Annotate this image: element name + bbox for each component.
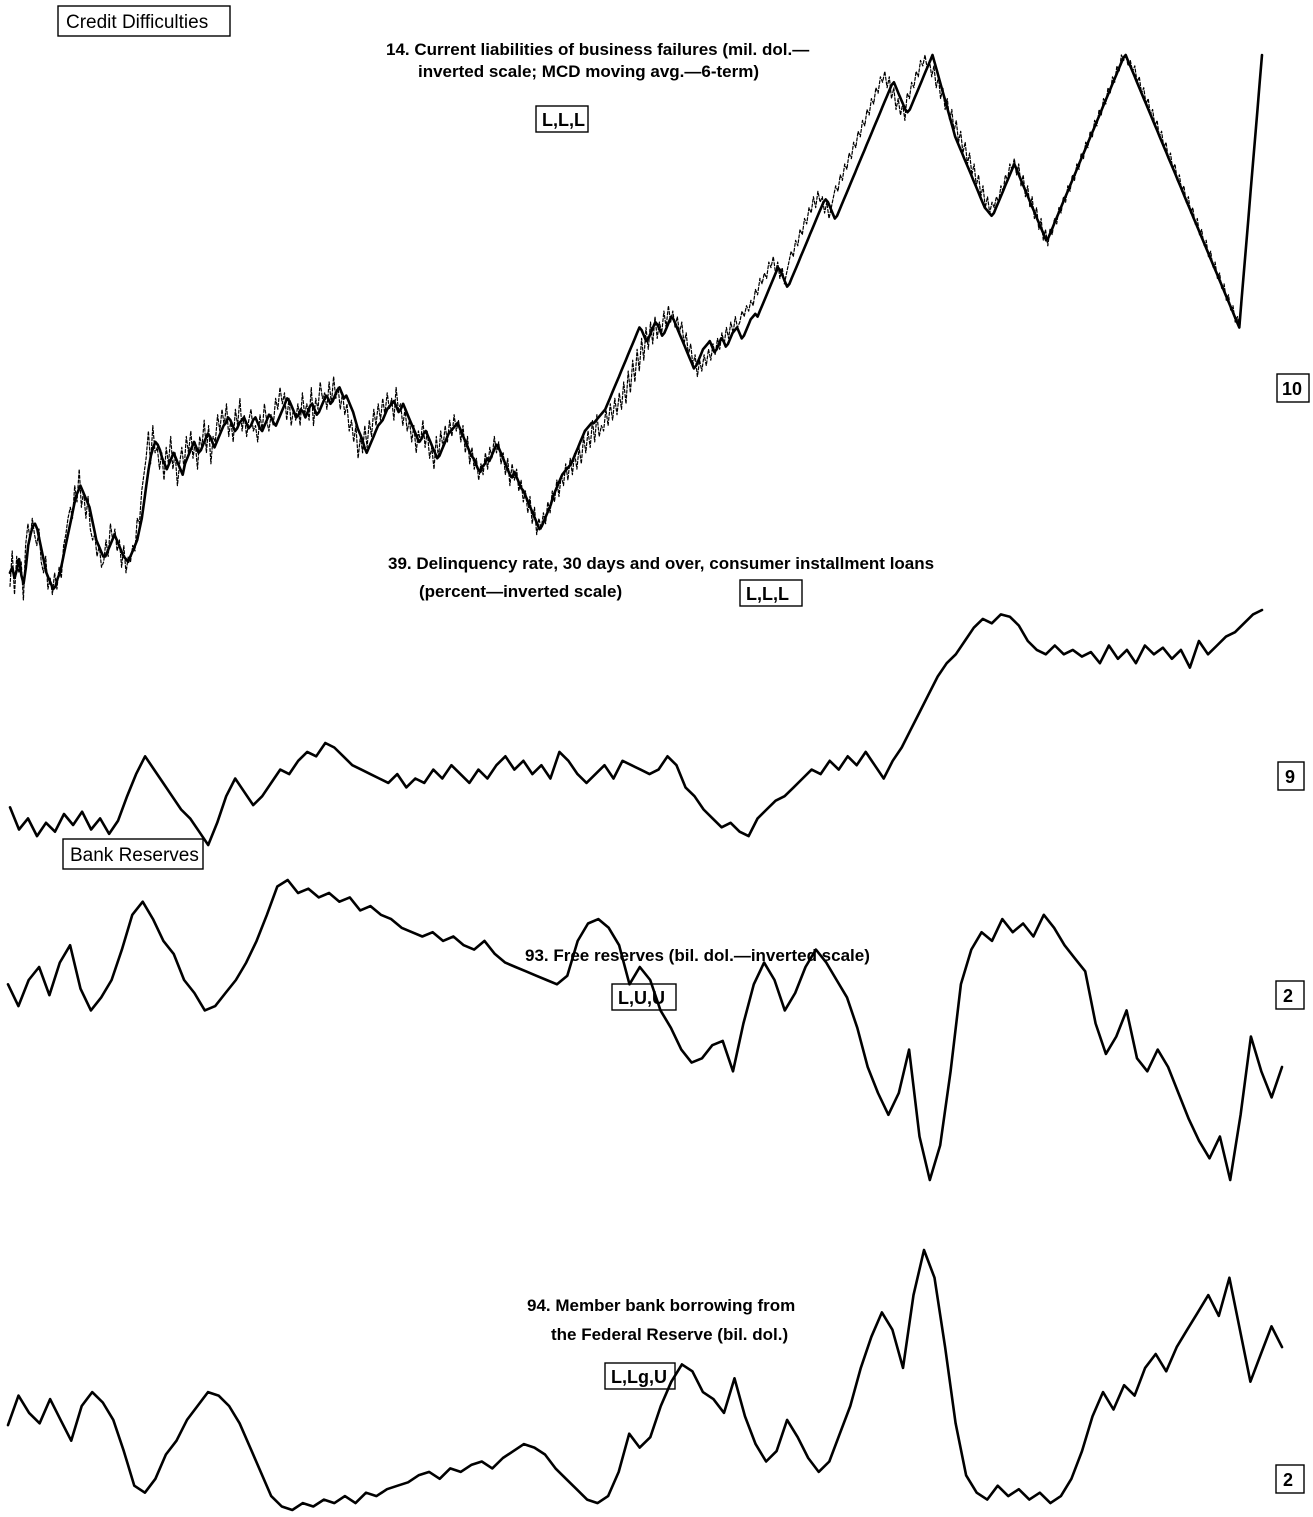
section-credit-label: Credit Difficulties: [66, 12, 208, 33]
chart-14-timing-code: L,L,L: [542, 110, 585, 130]
chart-39-right-label: 9: [1285, 767, 1295, 787]
chart-39-delinquency: 39. Delinquency rate, 30 days and over, …: [8, 554, 1305, 847]
chart-14-liabilities: 14. Current liabilities of business fail…: [8, 40, 1310, 601]
chart-39-timing-code: L,L,L: [746, 584, 789, 604]
chart-2-series-0-line: [6, 878, 1284, 1182]
section-reserves-label: Bank Reserves: [70, 845, 199, 866]
chart-14-plot: [8, 53, 1264, 601]
chart-94-timing-code: L,Lg,U: [611, 1367, 667, 1387]
chart-39-title-line-1: 39. Delinquency rate, 30 days and over, …: [388, 554, 934, 573]
chart-94-title-line-2: the Federal Reserve (bil. dol.): [551, 1325, 788, 1344]
chart-93-plot: [6, 878, 1284, 1182]
chart-14-right-label: 10: [1282, 379, 1302, 399]
chart-0-series-0-line: [8, 53, 1264, 591]
chart-1-series-0-line: [8, 608, 1264, 847]
chart-3-series-0-line: [6, 1248, 1284, 1512]
section-bank-reserves: Bank Reserves: [62, 838, 204, 870]
chart-93-right-label: 2: [1283, 986, 1293, 1006]
chart-93-title-line-1: 93. Free reserves (bil. dol.—inverted sc…: [525, 946, 870, 965]
chart-39-plot: [8, 608, 1264, 847]
chart-14-title-line-1: 14. Current liabilities of business fail…: [386, 40, 809, 59]
section-credit-difficulties: Credit Difficulties: [57, 5, 231, 37]
chart-93-free-reserves: 93. Free reserves (bil. dol.—inverted sc…: [6, 878, 1305, 1182]
chart-0-series-1-line: [9, 54, 1263, 601]
chart-94-right-label: 2: [1283, 1470, 1293, 1490]
chart-14-title-line-2: inverted scale; MCD moving avg.—6-term): [418, 62, 759, 81]
chart-94-title-line-1: 94. Member bank borrowing from: [527, 1296, 795, 1315]
chart-94-plot: [6, 1248, 1284, 1512]
chart-39-title-line-2: (percent—inverted scale): [419, 582, 622, 601]
chart-94-member-borrowing: 94. Member bank borrowing from the Feder…: [6, 1248, 1305, 1512]
